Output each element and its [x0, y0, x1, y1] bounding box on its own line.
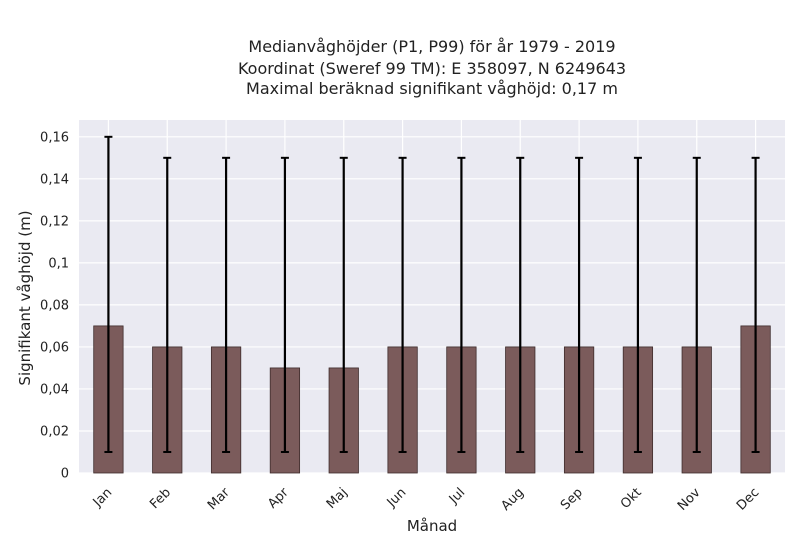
x-tick-label: Sep	[558, 485, 586, 513]
error-bar-jul	[457, 156, 466, 453]
x-tick-label: Apr	[265, 485, 292, 512]
y-tick-label: 0,04	[40, 382, 69, 397]
chart-title: Medianvåghöjder (P1, P99) för år 1979 - …	[238, 37, 626, 98]
y-tick-label: 0,12	[40, 214, 69, 229]
error-bar-mar	[222, 156, 231, 453]
error-bar-aug	[516, 156, 525, 453]
y-tick-label: 0,14	[40, 172, 69, 187]
error-bar-sep	[575, 156, 584, 453]
y-tick-label: 0,02	[40, 424, 69, 439]
chart-title-line-1: Medianvåghöjder (P1, P99) för år 1979 - …	[248, 37, 615, 56]
y-tick-label: 0	[61, 467, 69, 482]
error-bar-dec	[751, 156, 760, 453]
plot-area	[79, 120, 785, 473]
y-axis-ticks: 0 0,02 0,04 0,06 0,08 0,1 0,12 0,14 0,16	[40, 130, 69, 481]
error-bar-nov	[692, 156, 701, 453]
x-tick-label: Okt	[618, 485, 645, 512]
error-bars	[104, 135, 760, 453]
x-axis-label: Månad	[407, 517, 457, 535]
error-bar-jun	[398, 156, 407, 453]
x-tick-label: Mar	[205, 485, 233, 513]
x-tick-label: Dec	[734, 485, 762, 513]
chart-title-line-2: Koordinat (Sweref 99 TM): E 358097, N 62…	[238, 59, 626, 78]
x-axis-ticks: Jan Feb Mar Apr Maj Jun Jul Aug Sep Okt Nov Dec	[90, 485, 763, 514]
chart-title-line-3: Maximal beräknad signifikant våghöjd: 0,…	[246, 79, 618, 98]
error-bar-jan	[104, 135, 113, 453]
x-tick-label: Jul	[446, 485, 468, 507]
x-tick-label: Nov	[675, 485, 704, 514]
x-tick-label: Jun	[384, 485, 410, 511]
y-tick-label: 0,08	[40, 298, 69, 313]
error-bar-maj	[339, 156, 348, 453]
x-tick-label: Aug	[499, 485, 528, 514]
y-axis-label: Signifikant våghöjd (m)	[16, 210, 34, 385]
x-tick-label: Jan	[90, 485, 115, 510]
error-bar-apr	[280, 156, 289, 453]
x-tick-label: Feb	[147, 485, 174, 512]
error-bar-feb	[163, 156, 172, 453]
y-tick-label: 0,06	[40, 340, 69, 355]
error-bar-okt	[633, 156, 642, 453]
x-tick-label: Maj	[324, 485, 351, 512]
y-tick-label: 0,16	[40, 130, 69, 145]
y-tick-label: 0,1	[48, 256, 69, 271]
